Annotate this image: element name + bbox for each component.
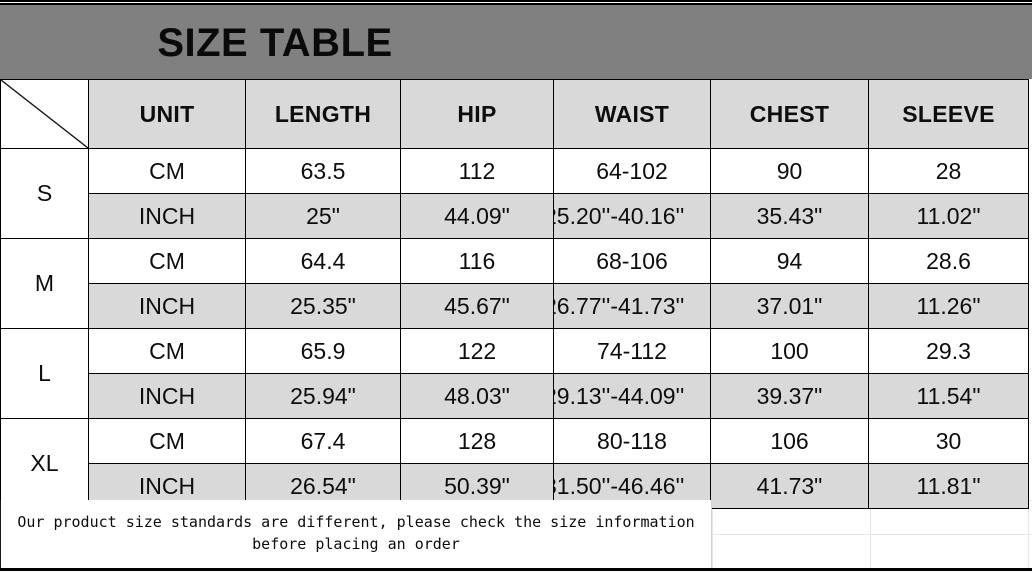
cell-l-inch-hip: 48.03" — [400, 373, 554, 419]
unit-cm: CM — [88, 238, 246, 284]
table-row: M CM 64.4 116 68-106 94 28.6 — [0, 238, 1029, 329]
unit-cm: CM — [88, 418, 246, 464]
unit-cm: CM — [88, 328, 246, 374]
cell-s-inch-waist-text: 25.20''-40.16'' — [553, 202, 685, 229]
cell-m-inch-chest: 37.01" — [710, 283, 869, 329]
cell-s-cm-hip: 112 — [400, 148, 554, 194]
cell-xl-cm-hip: 128 — [400, 418, 554, 464]
table-row: INCH 25.94" 48.03" 29.13''-44.09'' 39.37… — [1, 373, 1029, 419]
cell-m-cm-waist: 68-106 — [553, 238, 711, 284]
column-header-hip: HIP — [400, 79, 554, 149]
size-label-xl: XL — [0, 418, 89, 509]
column-header-length: LENGTH — [245, 79, 401, 149]
cell-s-inch-waist: 25.20''-40.16'' — [553, 193, 711, 239]
cell-s-cm-waist: 64-102 — [553, 148, 711, 194]
size-label-m: M — [0, 238, 89, 329]
bottom-border-rule — [0, 568, 1032, 571]
cell-s-cm-length: 63.5 — [245, 148, 401, 194]
cell-l-cm-sleeve: 29.3 — [868, 328, 1029, 374]
cell-l-inch-waist: 29.13''-44.09'' — [553, 373, 711, 419]
unit-cm: CM — [88, 148, 246, 194]
size-note-box: Our product size standards are different… — [0, 500, 712, 568]
cell-xl-inch-waist-text: 31.50''-46.46'' — [553, 472, 685, 499]
column-header-chest: CHEST — [710, 79, 869, 149]
cell-l-inch-waist-text: 29.13''-44.09'' — [553, 382, 685, 409]
column-header-waist: WAIST — [553, 79, 711, 149]
cell-s-inch-chest: 35.43" — [710, 193, 869, 239]
cell-m-inch-waist: 26.77''-41.73'' — [553, 283, 711, 329]
cell-s-inch-hip: 44.09" — [400, 193, 554, 239]
table-row: L CM 65.9 122 74-112 100 29.3 — [0, 328, 1029, 419]
cell-m-inch-hip: 45.67" — [400, 283, 554, 329]
cell-xl-cm-sleeve: 30 — [868, 418, 1029, 464]
size-table: UNIT LENGTH HIP WAIST CHEST SLEEVE S CM … — [0, 79, 1029, 509]
column-header-unit: UNIT — [88, 79, 246, 149]
cell-l-inch-length: 25.94" — [245, 373, 401, 419]
cell-m-cm-hip: 116 — [400, 238, 554, 284]
cell-l-cm-chest: 100 — [710, 328, 869, 374]
cell-s-cm-sleeve: 28 — [868, 148, 1029, 194]
cell-xl-cm-chest: 106 — [710, 418, 869, 464]
cell-m-inch-length: 25.35" — [245, 283, 401, 329]
cell-xl-inch-chest: 41.73" — [710, 463, 869, 509]
size-label-l: L — [0, 328, 89, 419]
top-border-rule — [0, 0, 1032, 2]
cell-s-inch-sleeve: 11.02" — [868, 193, 1029, 239]
table-row: XL CM 67.4 128 80-118 106 30 — [0, 418, 1029, 509]
diagonal-slash-icon — [1, 80, 88, 148]
cell-xl-cm-length: 67.4 — [245, 418, 401, 464]
cell-l-cm-hip: 122 — [400, 328, 554, 374]
table-row: S CM 63.5 112 64-102 90 28 — [0, 148, 1029, 239]
column-header-sleeve: SLEEVE — [868, 79, 1029, 149]
table-row: INCH 25" 44.09" 25.20''-40.16'' 35.43" 1… — [1, 193, 1029, 239]
title-bar: SIZE TABLE — [0, 3, 1032, 79]
cell-m-inch-sleeve: 11.26" — [868, 283, 1029, 329]
table-header-row: UNIT LENGTH HIP WAIST CHEST SLEEVE — [0, 79, 1029, 149]
size-label-s: S — [0, 148, 89, 239]
table-row: INCH 25.35" 45.67" 26.77''-41.73'' 37.01… — [1, 283, 1029, 329]
cell-m-cm-sleeve: 28.6 — [868, 238, 1029, 284]
cell-l-inch-sleeve: 11.54" — [868, 373, 1029, 419]
size-note-text: Our product size standards are different… — [17, 513, 695, 553]
cell-s-inch-length: 25" — [245, 193, 401, 239]
unit-inch: INCH — [88, 193, 246, 239]
cell-l-cm-length: 65.9 — [245, 328, 401, 374]
page-title: SIZE TABLE — [157, 21, 393, 65]
unit-inch: INCH — [88, 373, 246, 419]
cell-m-cm-length: 64.4 — [245, 238, 401, 284]
cell-m-inch-waist-text: 26.77''-41.73'' — [553, 292, 685, 319]
cell-xl-inch-sleeve: 11.81" — [868, 463, 1029, 509]
unit-inch: INCH — [88, 283, 246, 329]
corner-cell — [0, 79, 89, 149]
cell-l-inch-chest: 39.37" — [710, 373, 869, 419]
gridline-horizontal — [712, 534, 1032, 535]
cell-xl-cm-waist: 80-118 — [553, 418, 711, 464]
cell-l-cm-waist: 74-112 — [553, 328, 711, 374]
cell-s-cm-chest: 90 — [710, 148, 869, 194]
cell-m-cm-chest: 94 — [710, 238, 869, 284]
